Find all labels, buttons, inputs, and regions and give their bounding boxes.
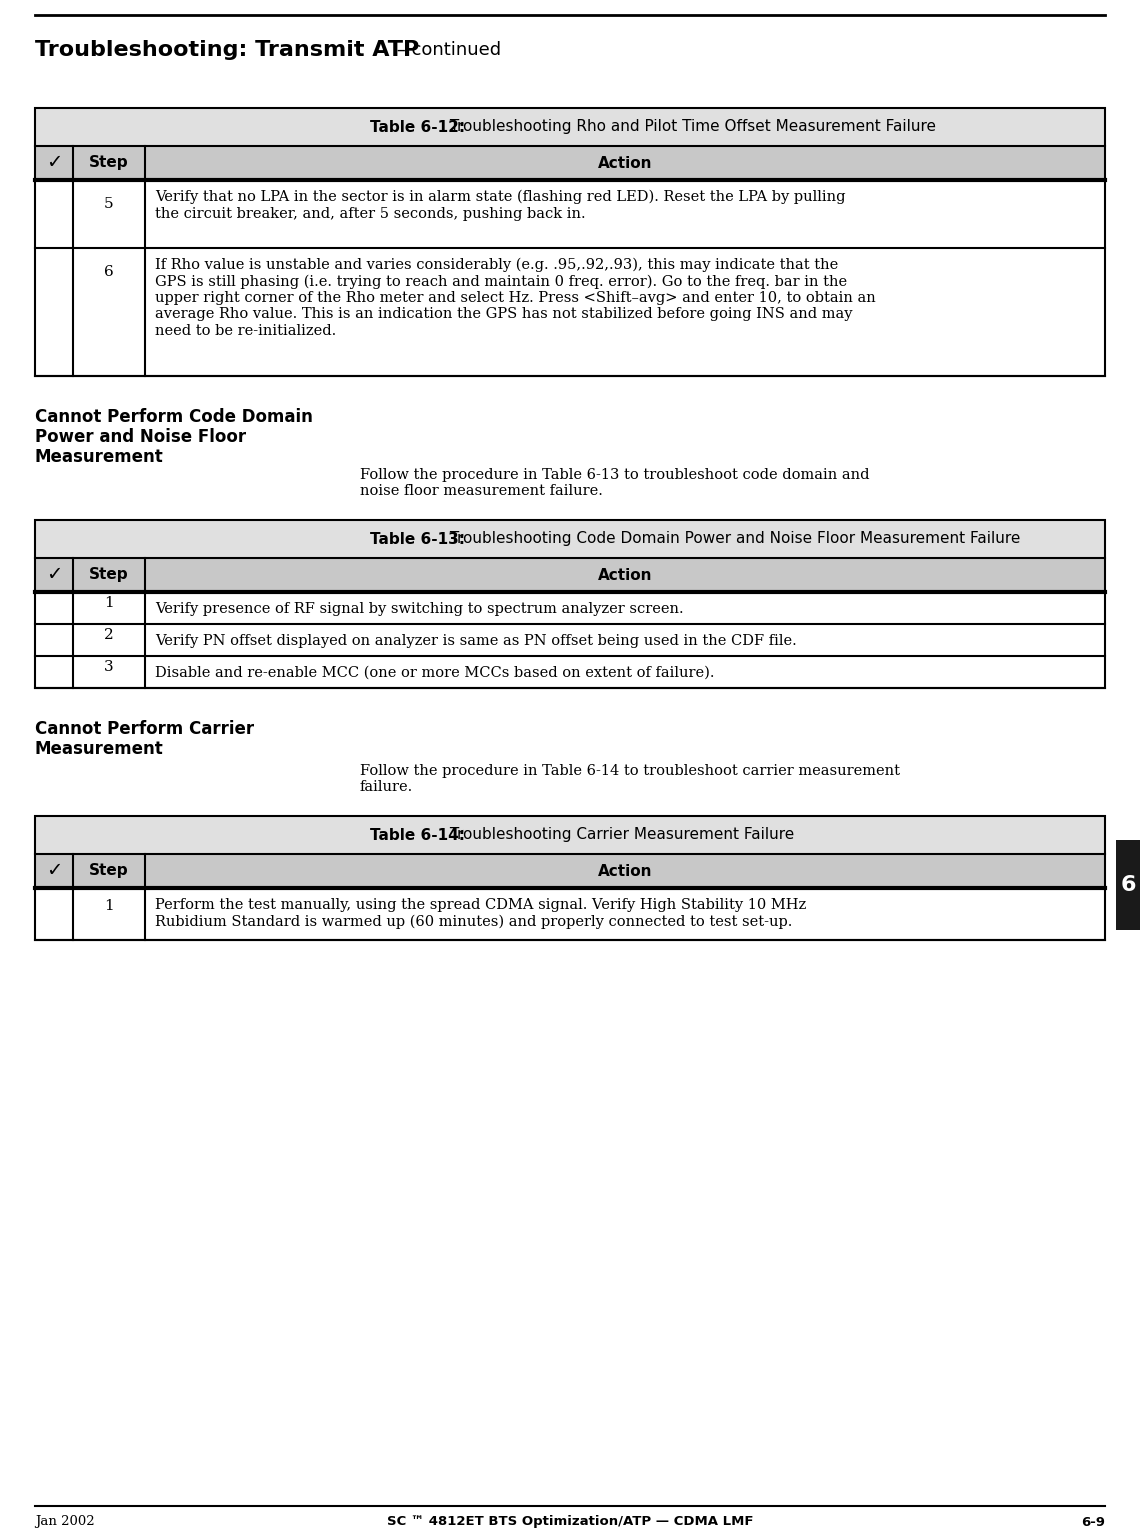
Text: Step: Step	[89, 863, 129, 878]
Text: 2: 2	[104, 629, 114, 642]
Bar	[35, 146, 1105, 179]
Text: Cannot Perform Code Domain: Cannot Perform Code Domain	[35, 408, 312, 426]
Text: Verify PN offset displayed on analyzer is same as PN offset being used in the CD: Verify PN offset displayed on analyzer i…	[155, 635, 797, 648]
Text: Verify presence of RF signal by switching to spectrum analyzer screen.: Verify presence of RF signal by switchin…	[155, 602, 684, 616]
Bar	[35, 816, 1105, 854]
Text: Follow the procedure in Table 6-13 to troubleshoot code domain and
noise floor m: Follow the procedure in Table 6-13 to tr…	[360, 468, 870, 498]
Text: 1: 1	[104, 596, 114, 610]
Text: Step: Step	[89, 155, 129, 170]
Bar	[1116, 840, 1140, 931]
Text: Disable and re-enable MCC (one or more MCCs based on extent of failure).: Disable and re-enable MCC (one or more M…	[155, 665, 715, 681]
Text: Action: Action	[597, 567, 652, 583]
Text: Table 6-14:: Table 6-14:	[370, 828, 465, 843]
Bar	[35, 816, 1105, 940]
Text: 1: 1	[104, 900, 114, 914]
Bar	[35, 107, 1105, 376]
Text: Verify that no LPA in the sector is in alarm state (flashing red LED). Reset the: Verify that no LPA in the sector is in a…	[155, 190, 846, 221]
Text: 5: 5	[104, 196, 114, 212]
Text: Jan 2002: Jan 2002	[35, 1516, 95, 1528]
Text: 6-9: 6-9	[1081, 1516, 1105, 1528]
Text: Perform the test manually, using the spread CDMA signal. Verify High Stability 1: Perform the test manually, using the spr…	[155, 898, 806, 929]
Text: 3: 3	[104, 661, 114, 675]
Bar	[35, 107, 1105, 146]
Text: Measurement: Measurement	[35, 448, 164, 466]
Text: Troubleshooting Code Domain Power and Noise Floor Measurement Failure: Troubleshooting Code Domain Power and No…	[445, 532, 1020, 546]
Bar	[35, 520, 1105, 558]
Text: Troubleshooting Carrier Measurement Failure: Troubleshooting Carrier Measurement Fail…	[445, 828, 795, 843]
Text: Follow the procedure in Table 6-14 to troubleshoot carrier measurement
failure.: Follow the procedure in Table 6-14 to tr…	[360, 763, 899, 794]
Bar	[35, 520, 1105, 688]
Text: Table 6-12:: Table 6-12:	[370, 120, 465, 135]
Text: Table 6-13:: Table 6-13:	[370, 532, 465, 546]
Bar	[35, 854, 1105, 888]
Text: Step: Step	[89, 567, 129, 583]
Text: ✓: ✓	[46, 862, 63, 880]
Text: Measurement: Measurement	[35, 740, 164, 757]
Text: ✓: ✓	[46, 153, 63, 173]
Text: Action: Action	[597, 863, 652, 878]
Text: – continued: – continued	[391, 41, 502, 58]
Text: SC ™ 4812ET BTS Optimization/ATP — CDMA LMF: SC ™ 4812ET BTS Optimization/ATP — CDMA …	[386, 1516, 754, 1528]
Text: Power and Noise Floor: Power and Noise Floor	[35, 428, 246, 446]
Text: ✓: ✓	[46, 566, 63, 584]
Text: Cannot Perform Carrier: Cannot Perform Carrier	[35, 721, 254, 737]
Text: 6: 6	[1121, 875, 1135, 895]
Text: 6: 6	[104, 265, 114, 279]
Text: Troubleshooting: Transmit ATP: Troubleshooting: Transmit ATP	[35, 40, 420, 60]
Text: Troubleshooting Rho and Pilot Time Offset Measurement Failure: Troubleshooting Rho and Pilot Time Offse…	[445, 120, 936, 135]
Text: If Rho value is unstable and varies considerably (e.g. .95,.92,.93), this may in: If Rho value is unstable and varies cons…	[155, 258, 876, 337]
Bar	[35, 558, 1105, 592]
Text: Action: Action	[597, 155, 652, 170]
